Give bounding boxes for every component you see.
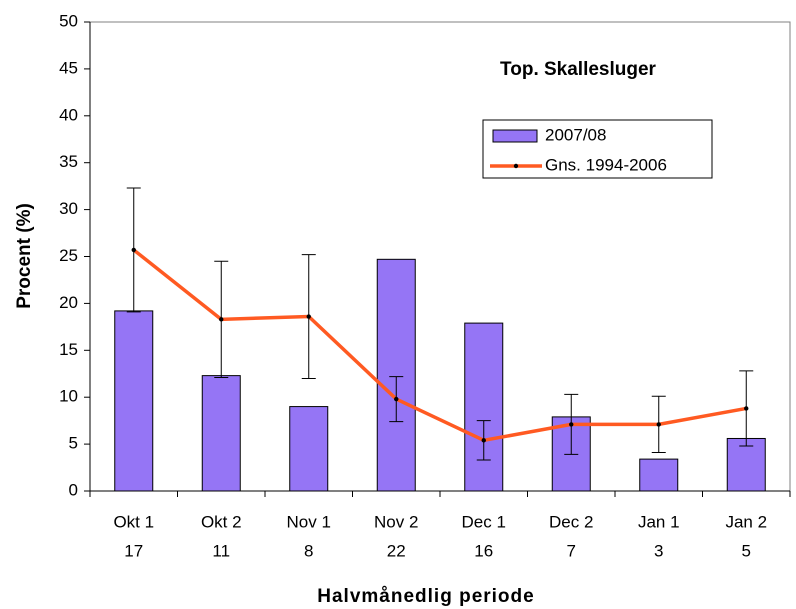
chart-title: Top. Skallesluger xyxy=(500,59,657,80)
y-tick-label: 50 xyxy=(59,11,78,30)
x-tick-label: Dec 1 xyxy=(462,512,506,531)
x-tick-count: 3 xyxy=(654,541,663,560)
y-axis-label: Procent (%) xyxy=(14,203,35,309)
x-tick-label: Jan 2 xyxy=(725,512,767,531)
x-tick-count: 5 xyxy=(742,541,751,560)
x-tick-count: 16 xyxy=(474,541,493,560)
line-point xyxy=(219,317,224,322)
legend-marker xyxy=(513,163,519,169)
x-tick-count: 17 xyxy=(124,541,143,560)
bar xyxy=(201,375,241,492)
line-point xyxy=(569,422,574,427)
y-tick-label: 25 xyxy=(59,246,78,265)
line-point xyxy=(656,422,661,427)
bar xyxy=(114,310,154,492)
bar xyxy=(464,322,504,492)
x-tick-label: Jan 1 xyxy=(638,512,680,531)
line-point xyxy=(744,406,749,411)
line-point xyxy=(394,396,399,402)
x-tick-count: 11 xyxy=(212,541,230,560)
legend-label: 2007/08 xyxy=(545,125,606,144)
legend-label: Gns. 1994-2006 xyxy=(545,155,667,174)
x-tick-label: Okt 2 xyxy=(201,512,242,531)
line-point xyxy=(481,438,486,443)
x-tick-label: Okt 1 xyxy=(113,512,154,531)
bar xyxy=(639,458,679,492)
y-tick-label: 20 xyxy=(59,293,78,312)
y-tick-label: 35 xyxy=(59,152,78,171)
y-tick-label: 10 xyxy=(59,387,78,406)
x-tick-label: Dec 2 xyxy=(549,512,593,531)
bar xyxy=(289,406,329,492)
y-tick-label: 0 xyxy=(69,480,78,499)
y-tick-label: 45 xyxy=(59,58,78,77)
line-point xyxy=(306,314,311,319)
line-point xyxy=(131,247,136,253)
x-tick-count: 22 xyxy=(387,541,406,560)
y-tick-label: 5 xyxy=(69,434,78,453)
y-tick-label: 15 xyxy=(59,340,78,359)
legend-swatch xyxy=(492,129,538,143)
x-tick-label: Nov 2 xyxy=(374,512,418,531)
x-tick-label: Nov 1 xyxy=(287,512,331,531)
x-tick-count: 7 xyxy=(567,541,576,560)
y-tick-label: 30 xyxy=(59,199,78,218)
x-axis-label: Halvmånedlig periode xyxy=(317,586,534,607)
y-tick-label: 40 xyxy=(59,105,78,124)
bar xyxy=(376,258,416,492)
x-tick-count: 8 xyxy=(304,541,313,560)
line xyxy=(132,248,747,443)
